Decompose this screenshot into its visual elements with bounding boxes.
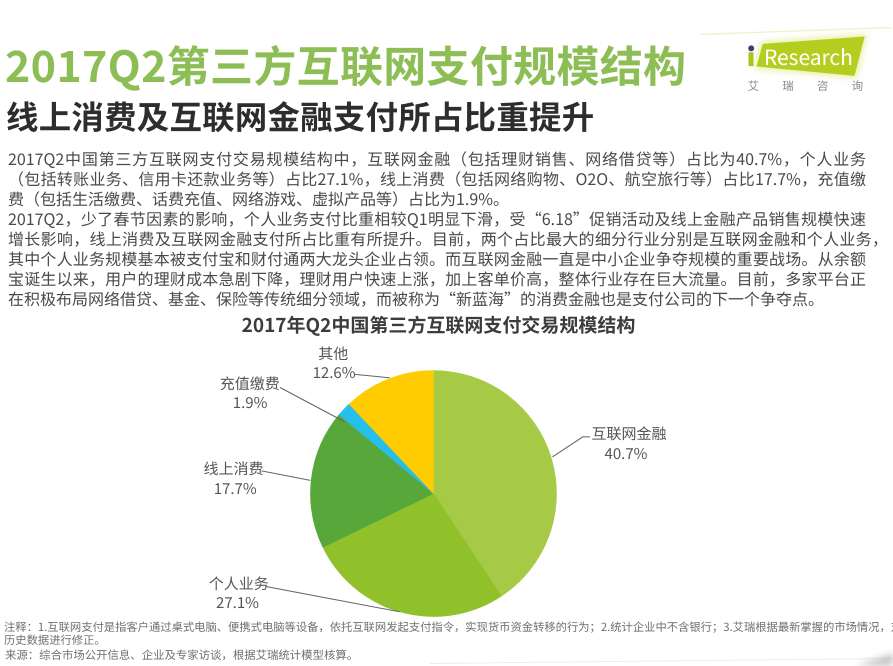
svg-text:Research: Research (764, 42, 853, 72)
